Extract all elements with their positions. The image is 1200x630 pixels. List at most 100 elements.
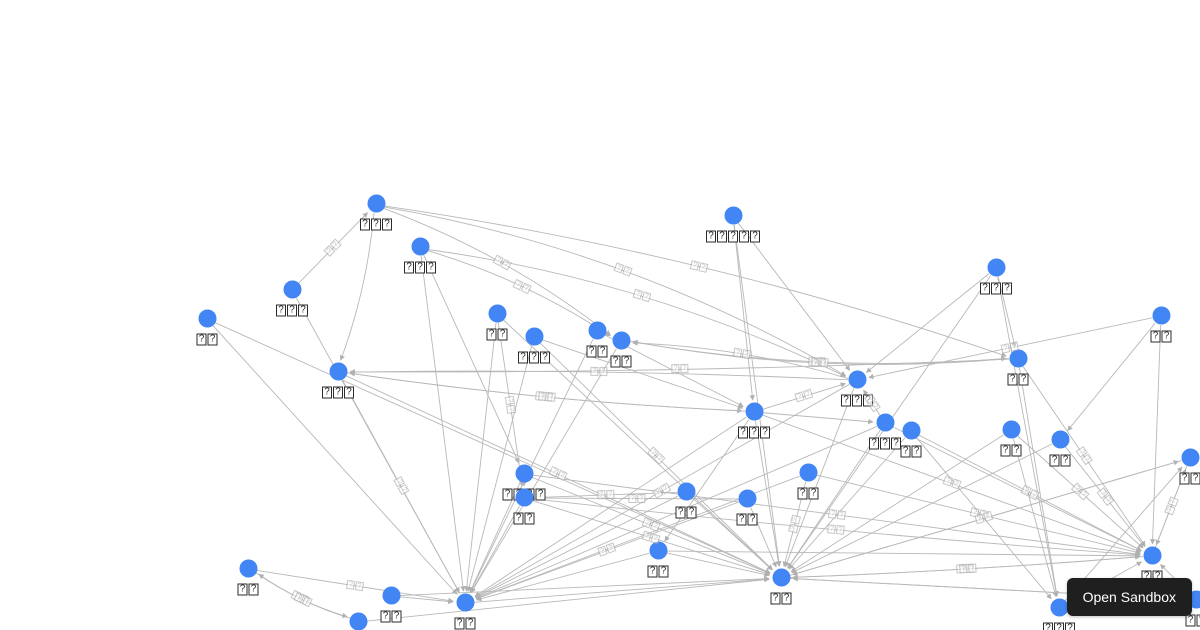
graph-node-circle[interactable]: [515, 488, 533, 507]
graph-node[interactable]: [360, 194, 392, 231]
graph-node-label: [380, 610, 402, 624]
graph-node-circle[interactable]: [799, 463, 817, 482]
graph-node[interactable]: [647, 541, 669, 578]
graph-node-circle[interactable]: [411, 237, 429, 256]
graph-node-circle[interactable]: [239, 559, 257, 578]
open-sandbox-button[interactable]: Open Sandbox: [1066, 578, 1192, 616]
graph-edge: [738, 222, 851, 371]
graph-node[interactable]: [1150, 306, 1172, 343]
graph-node[interactable]: [980, 258, 1012, 295]
graph-edge: [475, 475, 800, 600]
graph-node[interactable]: [1141, 546, 1163, 583]
graph-edge: [892, 426, 1142, 552]
graph-node-circle[interactable]: [612, 331, 630, 350]
graph-node[interactable]: [237, 559, 259, 596]
graph-node[interactable]: [322, 362, 354, 399]
missing-glyph-box: [802, 389, 814, 401]
graph-node[interactable]: [454, 593, 476, 630]
graph-node[interactable]: [797, 463, 819, 500]
graph-node-circle[interactable]: [902, 421, 920, 440]
graph-node-circle[interactable]: [456, 593, 474, 612]
missing-glyph-box: [658, 565, 669, 578]
graph-node-circle[interactable]: [772, 568, 790, 587]
missing-glyph-box: [959, 563, 969, 574]
graph-node[interactable]: [869, 413, 901, 450]
graph-node[interactable]: [196, 309, 218, 346]
graph-node[interactable]: [486, 304, 508, 341]
graph-node-circle[interactable]: [515, 464, 533, 483]
graph-node[interactable]: [349, 612, 367, 630]
missing-glyph-box: [465, 617, 476, 630]
graph-node-circle[interactable]: [329, 362, 347, 381]
graph-node[interactable]: [586, 321, 608, 358]
graph-node-circle[interactable]: [876, 413, 894, 432]
graph-node[interactable]: [610, 331, 632, 368]
graph-node-circle[interactable]: [349, 612, 367, 630]
graph-node-label: [1007, 373, 1029, 387]
graph-node[interactable]: [770, 568, 792, 605]
missing-glyph-box: [911, 445, 922, 458]
missing-glyph-box: [506, 404, 517, 414]
graph-node-label: [454, 617, 476, 630]
graph-node[interactable]: [502, 464, 546, 501]
missing-glyph-box: [598, 489, 607, 500]
graph-node-circle[interactable]: [649, 541, 667, 560]
graph-node-label: [486, 328, 508, 342]
graph-node-circle[interactable]: [1050, 598, 1068, 617]
graph-node-circle[interactable]: [488, 304, 506, 323]
graph-node-circle[interactable]: [848, 370, 866, 389]
graph-node[interactable]: [1043, 598, 1075, 630]
missing-glyph-box: [610, 355, 621, 368]
graph-node-label: [322, 386, 355, 400]
missing-glyph-box: [811, 357, 821, 368]
missing-glyph-box: [207, 333, 218, 346]
graph-node[interactable]: [518, 327, 550, 364]
graph-node[interactable]: [1185, 590, 1200, 627]
missing-glyph-box: [344, 386, 354, 399]
graph-node-circle[interactable]: [367, 194, 385, 213]
graph-node[interactable]: [738, 402, 770, 439]
graph-edge: [788, 437, 906, 570]
graph-node-label: [513, 512, 535, 526]
graph-node[interactable]: [706, 206, 760, 243]
graph-node-circle[interactable]: [987, 258, 1005, 277]
missing-glyph-box: [836, 524, 845, 535]
graph-node-circle[interactable]: [1181, 448, 1199, 467]
missing-glyph-box: [827, 508, 837, 519]
graph-node[interactable]: [1000, 420, 1022, 457]
graph-node-circle[interactable]: [1009, 349, 1027, 368]
graph-node-circle[interactable]: [677, 482, 695, 501]
graph-node-circle[interactable]: [1002, 420, 1020, 439]
graph-node-circle[interactable]: [588, 321, 606, 340]
missing-glyph-box: [991, 282, 1001, 295]
graph-node-circle[interactable]: [198, 309, 216, 328]
missing-glyph-box: [732, 347, 743, 358]
graph-node[interactable]: [276, 280, 308, 317]
graph-node-circle[interactable]: [738, 489, 756, 508]
graph-node[interactable]: [736, 489, 758, 526]
graph-node[interactable]: [1049, 430, 1071, 467]
graph-node[interactable]: [404, 237, 436, 274]
graph-node-circle[interactable]: [283, 280, 301, 299]
graph-node-circle[interactable]: [382, 586, 400, 605]
graph-edge-label: [811, 357, 830, 369]
graph-node-circle[interactable]: [525, 327, 543, 346]
graph-node[interactable]: [675, 482, 697, 519]
graph-node-circle[interactable]: [1152, 306, 1170, 325]
graph-node[interactable]: [1007, 349, 1029, 386]
graph-node[interactable]: [380, 586, 402, 623]
graph-node-circle[interactable]: [1143, 546, 1161, 565]
graph-node-circle[interactable]: [745, 402, 763, 421]
graph-node[interactable]: [841, 370, 873, 407]
graph-node-circle[interactable]: [724, 206, 742, 225]
missing-glyph-box: [808, 487, 819, 500]
graph-node-circle[interactable]: [1051, 430, 1069, 449]
graph-node-label: [900, 445, 922, 459]
graph-node[interactable]: [513, 488, 535, 525]
missing-glyph-box: [1060, 454, 1071, 467]
graph-node[interactable]: [1179, 448, 1200, 485]
missing-glyph-box: [869, 437, 879, 450]
graph-node[interactable]: [900, 421, 922, 458]
missing-glyph-box: [698, 261, 709, 273]
